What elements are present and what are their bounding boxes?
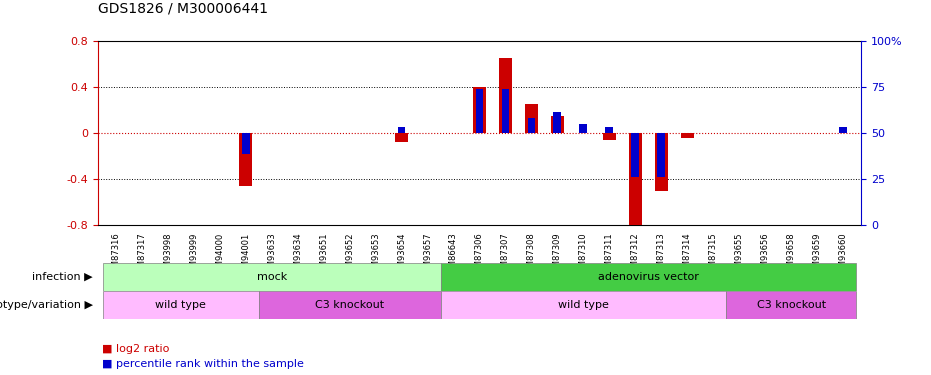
Bar [579,124,587,133]
Bar [239,133,252,186]
Bar [259,291,440,319]
Text: infection ▶: infection ▶ [33,272,93,282]
Bar [525,104,538,133]
Bar [602,133,615,140]
Bar [476,90,483,133]
Bar [242,133,250,154]
Text: genotype/variation ▶: genotype/variation ▶ [0,300,93,310]
Text: ■ percentile rank within the sample: ■ percentile rank within the sample [102,359,304,369]
Bar [839,128,847,133]
Bar [528,118,535,133]
Text: wild type: wild type [558,300,609,310]
Bar [657,133,665,177]
Bar [605,128,614,133]
Bar [398,128,406,133]
Text: wild type: wild type [155,300,207,310]
Bar [103,291,259,319]
Bar [726,291,856,319]
Bar [103,262,440,291]
Text: C3 knockout: C3 knockout [757,300,826,310]
Text: adenovirus vector: adenovirus vector [598,272,698,282]
Bar [395,133,408,142]
Bar [551,116,564,133]
Text: mock: mock [257,272,287,282]
Bar [473,87,486,133]
Bar [631,133,640,177]
Bar [502,90,509,133]
Bar [440,262,856,291]
Bar [440,291,726,319]
Bar [681,133,694,138]
Text: ■ log2 ratio: ■ log2 ratio [102,344,169,354]
Bar [499,58,512,133]
Bar [628,133,641,227]
Bar [654,133,668,190]
Text: C3 knockout: C3 knockout [315,300,385,310]
Bar [553,112,561,133]
Text: GDS1826 / M300006441: GDS1826 / M300006441 [98,1,268,15]
